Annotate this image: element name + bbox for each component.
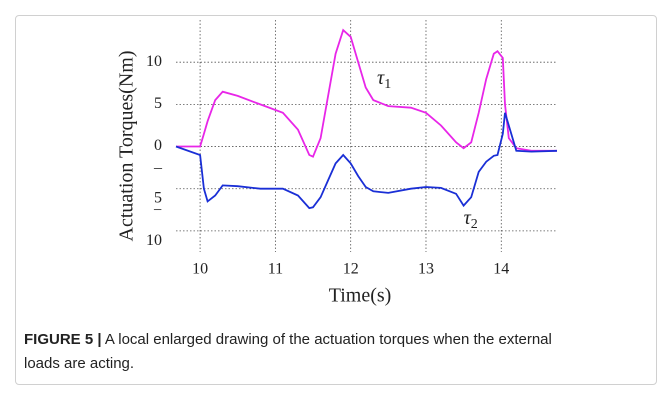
y-tick-label-part: − xyxy=(153,202,162,219)
x-tick-label: 14 xyxy=(493,261,509,278)
x-axis-label: Time(s) xyxy=(329,285,392,307)
y-tick-label: 5 xyxy=(154,95,162,112)
series-label: τ1 xyxy=(377,67,391,93)
y-tick-label-part: 5 xyxy=(154,189,162,206)
series-label-part: τ xyxy=(377,67,385,89)
chart: Actuation Torques(Nm) Time(s) −10– 505101… xyxy=(116,20,558,307)
caption-text: A local enlarged drawing of the actuatio… xyxy=(24,331,552,372)
y-tick-label: 10 xyxy=(146,53,162,70)
series-line xyxy=(175,112,558,210)
series-label-part: 2 xyxy=(471,217,478,232)
y-tick-label: 0 xyxy=(154,137,162,154)
x-tick-label: 11 xyxy=(268,261,283,278)
y-tick-label-part: – xyxy=(153,159,163,176)
series-label-part: τ xyxy=(464,207,472,229)
y-tick-label: − 10 xyxy=(146,202,162,249)
series-line xyxy=(176,28,557,158)
y-tick-label-part: 10 xyxy=(146,232,162,249)
x-tick-label: 10 xyxy=(192,261,208,278)
x-tick-label: 13 xyxy=(418,261,434,278)
y-axis-label: Actuation Torques(Nm) xyxy=(116,51,138,242)
figure-frame xyxy=(15,15,657,385)
y-tick-label: –5 xyxy=(153,159,163,206)
series-label: τ2 xyxy=(464,207,478,233)
series-label-part: 1 xyxy=(384,77,391,92)
caption: FIGURE 5 | A local enlarged drawing of t… xyxy=(24,328,584,376)
x-tick-label: 12 xyxy=(343,261,359,278)
caption-label: FIGURE 5 | xyxy=(24,331,102,348)
